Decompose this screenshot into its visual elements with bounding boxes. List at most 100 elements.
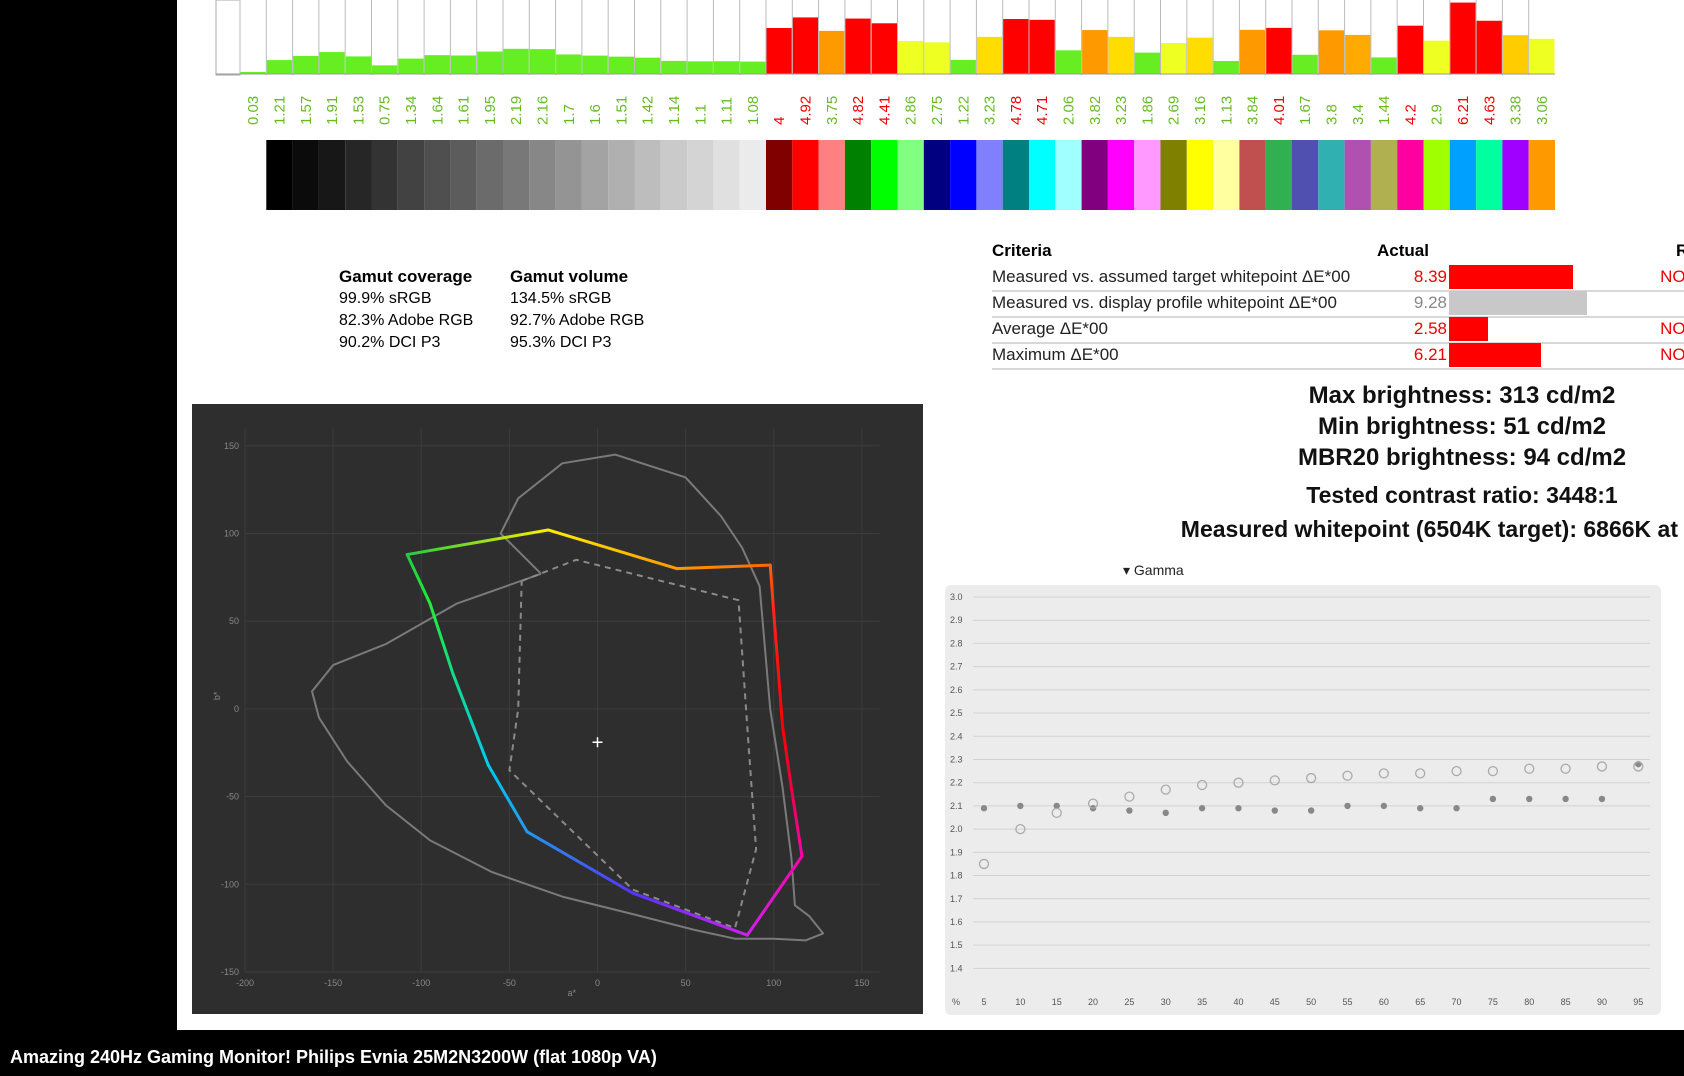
y-tick-label: 2.7 xyxy=(950,662,963,672)
patch-strip: 0.03 1.21 1.57 1.91 1.53 0.75 1.34 1.64 1.61 1.95… xyxy=(177,0,1684,220)
x-tick-label: 100 xyxy=(766,978,781,988)
x-tick-label: 75 xyxy=(1488,997,1498,1007)
x-tick-label: -50 xyxy=(503,978,516,988)
strip-swatch xyxy=(1107,140,1135,210)
criteria-result: NOT OK ✕ xyxy=(1660,267,1684,286)
gamma-point-filled xyxy=(1562,795,1569,803)
y-tick-label: 1.9 xyxy=(950,847,963,857)
collapse-triangle-icon: ▾ xyxy=(1123,562,1131,578)
gamma-point-filled xyxy=(1307,807,1315,814)
x-tick-label: 70 xyxy=(1452,997,1462,1007)
strip-swatch xyxy=(766,140,793,210)
strip-label: 4 xyxy=(771,117,788,125)
review-frame: 0.03 1.21 1.57 1.91 1.53 0.75 1.34 1.64 1.61 1.95… xyxy=(177,0,1684,1030)
strip-swatch xyxy=(503,140,530,210)
strip-bar xyxy=(319,52,345,74)
strip-swatch xyxy=(1213,140,1240,210)
gamma-point-filled xyxy=(1526,795,1533,803)
strip-label: 1.67 xyxy=(1297,96,1314,125)
strip-swatch xyxy=(792,140,819,210)
strip-swatch xyxy=(424,140,451,210)
x-tick-label: 150 xyxy=(854,978,869,988)
gamma-point-hollow xyxy=(1524,763,1535,774)
strip-bar xyxy=(424,55,450,74)
x-tick-label: 80 xyxy=(1524,997,1534,1007)
strip-label: 1.7 xyxy=(561,104,578,125)
strip-swatch xyxy=(1423,140,1450,210)
measured-gamut-edge xyxy=(546,528,679,571)
strip-swatch xyxy=(1502,140,1529,210)
strip-label: 1.1 xyxy=(692,104,709,125)
strip-label: 4.92 xyxy=(797,96,814,125)
gamma-point-filled xyxy=(1380,802,1388,810)
gamma-point-filled xyxy=(1126,807,1133,814)
strip-swatch xyxy=(1344,140,1371,210)
measured-gamut-edge xyxy=(405,553,432,606)
strip-label: 1.14 xyxy=(666,96,683,125)
gamut-volume-adobe: 92.7% Adobe RGB xyxy=(510,312,645,329)
criteria-label: Maximum ΔE*00 xyxy=(992,345,1119,364)
gamma-point-filled xyxy=(1417,805,1424,812)
strip-label: 6.21 xyxy=(1455,96,1472,125)
y-tick-label: 2.9 xyxy=(950,615,963,625)
strip-label: 1.08 xyxy=(745,96,762,125)
actual-header: Actual xyxy=(1377,241,1429,260)
strip-swatch xyxy=(581,140,609,210)
strip-bar xyxy=(293,55,319,74)
gamma-svg: 3.0 2.9 2.8 2.7 2.6 2.5 2.4 2.3 2.2 2.1 2.0 1.9 1.8 1… xyxy=(945,585,1661,1015)
y-axis-label: b* xyxy=(212,691,222,700)
strip-label: 4.71 xyxy=(1034,96,1051,125)
gamma-point-filled xyxy=(1198,805,1206,812)
strip-bar xyxy=(740,61,766,74)
strip-swatch xyxy=(371,140,398,210)
measured-gamut-edge xyxy=(772,610,785,728)
y-tick-label: 1.8 xyxy=(950,871,963,881)
result-header: Result xyxy=(1676,241,1684,260)
gamma-point-filled xyxy=(1053,802,1060,810)
strip-label: 2.75 xyxy=(929,96,946,125)
strip-label: 2.06 xyxy=(1060,96,1077,125)
strip-bar xyxy=(240,72,266,74)
strip-swatch xyxy=(1160,140,1187,210)
y-tick-label: 2.1 xyxy=(950,801,963,811)
strip-bar xyxy=(950,59,976,74)
strip-swatch xyxy=(634,140,661,210)
strip-swatch xyxy=(450,140,477,210)
strip-label: 1.64 xyxy=(429,96,446,125)
strip-bar xyxy=(1397,25,1423,74)
strip-label: 1.42 xyxy=(640,96,657,125)
gamma-point-filled xyxy=(1489,795,1497,803)
chromaticity-svg: -200 -150 -100 -50 0 50 100 150150100500-50-100… xyxy=(192,404,923,1014)
strip-swatch xyxy=(1265,140,1292,210)
criteria-result: NOT OK ✕ xyxy=(1660,345,1684,364)
gamut-coverage-heading: Gamut coverage xyxy=(339,267,473,286)
strip-label: 3.23 xyxy=(982,96,999,125)
strip-label: 1.6 xyxy=(587,104,604,125)
x-tick-label: 85 xyxy=(1561,997,1571,1007)
gamma-point-hollow xyxy=(1560,763,1571,774)
y-tick-label: 3.0 xyxy=(950,592,963,602)
measured-gamut-edge xyxy=(405,528,550,557)
gamma-point-filled xyxy=(1344,802,1351,810)
gamma-title[interactable]: ▾ Gamma xyxy=(1123,562,1184,579)
x-tick-label: 5 xyxy=(981,997,986,1007)
strip-bar xyxy=(529,49,556,74)
x-tick-label: 40 xyxy=(1233,997,1243,1007)
strip-label: 3.16 xyxy=(1192,96,1209,125)
strip-label: 3.23 xyxy=(1113,96,1130,125)
gamut-volume-dcip3: 95.3% DCI P3 xyxy=(510,334,612,351)
y-tick-label: 1.4 xyxy=(950,963,963,973)
x-tick-label: 45 xyxy=(1270,997,1280,1007)
x-tick-label: 25 xyxy=(1124,997,1134,1007)
strip-label: 1.34 xyxy=(403,96,420,125)
y-tick-label: 2.6 xyxy=(950,685,963,695)
gamma-point-hollow xyxy=(1269,775,1280,786)
measured-gamut-edge xyxy=(428,602,455,676)
strip-label: 3.38 xyxy=(1508,96,1525,125)
strip-swatch xyxy=(713,140,740,210)
strip-label: 3.4 xyxy=(1350,104,1367,125)
gamma-chart: 3.0 2.9 2.8 2.7 2.6 2.5 2.4 2.3 2.2 2.1 2.0 1.9 1.8 1… xyxy=(945,585,1661,1020)
strip-bar xyxy=(608,56,634,74)
criteria-row: Maximum ΔE*00 6.21 NOT OK ✕ xyxy=(992,342,1684,370)
strip-swatch xyxy=(397,140,425,210)
